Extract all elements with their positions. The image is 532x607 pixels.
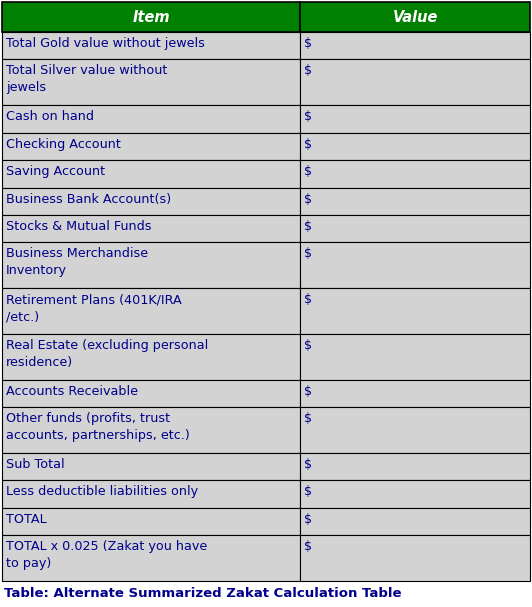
Text: $: $ (304, 192, 312, 206)
Bar (2, 105, 301, 133)
Bar (2, 32, 301, 59)
Text: $: $ (304, 220, 312, 233)
Bar (301, 242, 530, 288)
Text: Total Silver value without
jewels: Total Silver value without jewels (6, 64, 168, 95)
Bar (2, 407, 301, 453)
Bar (2, 59, 301, 105)
Text: Retirement Plans (401K/IRA
/etc.): Retirement Plans (401K/IRA /etc.) (6, 293, 182, 323)
Text: $: $ (304, 339, 312, 352)
Text: TOTAL: TOTAL (6, 513, 47, 526)
Text: $: $ (304, 64, 312, 78)
Bar (301, 288, 530, 334)
Text: $: $ (304, 513, 312, 526)
Bar (2, 188, 301, 215)
Text: Sub Total: Sub Total (6, 458, 64, 471)
Text: Checking Account: Checking Account (6, 138, 121, 151)
Text: Real Estate (excluding personal
residence): Real Estate (excluding personal residenc… (6, 339, 208, 369)
Text: Business Bank Account(s): Business Bank Account(s) (6, 192, 171, 206)
Bar (301, 535, 530, 581)
Bar (301, 188, 530, 215)
Text: Less deductible liabilities only: Less deductible liabilities only (6, 486, 198, 498)
Bar (2, 508, 301, 535)
Text: $: $ (304, 385, 312, 398)
Bar (301, 160, 530, 188)
Bar (2, 334, 301, 380)
Text: Business Merchandise
Inventory: Business Merchandise Inventory (6, 248, 148, 277)
Bar (301, 133, 530, 160)
Text: $: $ (304, 458, 312, 471)
Bar (301, 380, 530, 407)
Bar (2, 160, 301, 188)
Text: $: $ (304, 248, 312, 260)
Bar (301, 453, 530, 480)
Text: $: $ (304, 110, 312, 123)
Bar (301, 334, 530, 380)
Text: Value: Value (393, 10, 438, 24)
Text: Item: Item (132, 10, 170, 24)
Bar (2, 2, 301, 32)
Bar (301, 508, 530, 535)
Text: $: $ (304, 293, 312, 306)
Bar (301, 480, 530, 508)
Bar (2, 215, 301, 242)
Bar (301, 215, 530, 242)
Text: Cash on hand: Cash on hand (6, 110, 94, 123)
Bar (301, 32, 530, 59)
Text: $: $ (304, 412, 312, 425)
Text: Accounts Receivable: Accounts Receivable (6, 385, 138, 398)
Bar (2, 288, 301, 334)
Text: Table: Alternate Summarized Zakat Calculation Table: Table: Alternate Summarized Zakat Calcul… (4, 587, 402, 600)
Text: $: $ (304, 486, 312, 498)
Text: $: $ (304, 37, 312, 50)
Text: $: $ (304, 138, 312, 151)
Bar (2, 480, 301, 508)
Text: TOTAL x 0.025 (Zakat you have
to pay): TOTAL x 0.025 (Zakat you have to pay) (6, 540, 207, 570)
Text: $: $ (304, 165, 312, 178)
Bar (301, 2, 530, 32)
Text: Stocks & Mutual Funds: Stocks & Mutual Funds (6, 220, 152, 233)
Text: Other funds (profits, trust
accounts, partnerships, etc.): Other funds (profits, trust accounts, pa… (6, 412, 190, 442)
Text: Saving Account: Saving Account (6, 165, 105, 178)
Bar (301, 105, 530, 133)
Bar (2, 453, 301, 480)
Bar (2, 242, 301, 288)
Text: Total Gold value without jewels: Total Gold value without jewels (6, 37, 205, 50)
Text: $: $ (304, 540, 312, 553)
Bar (2, 535, 301, 581)
Bar (301, 407, 530, 453)
Bar (2, 380, 301, 407)
Bar (301, 59, 530, 105)
Bar (2, 133, 301, 160)
